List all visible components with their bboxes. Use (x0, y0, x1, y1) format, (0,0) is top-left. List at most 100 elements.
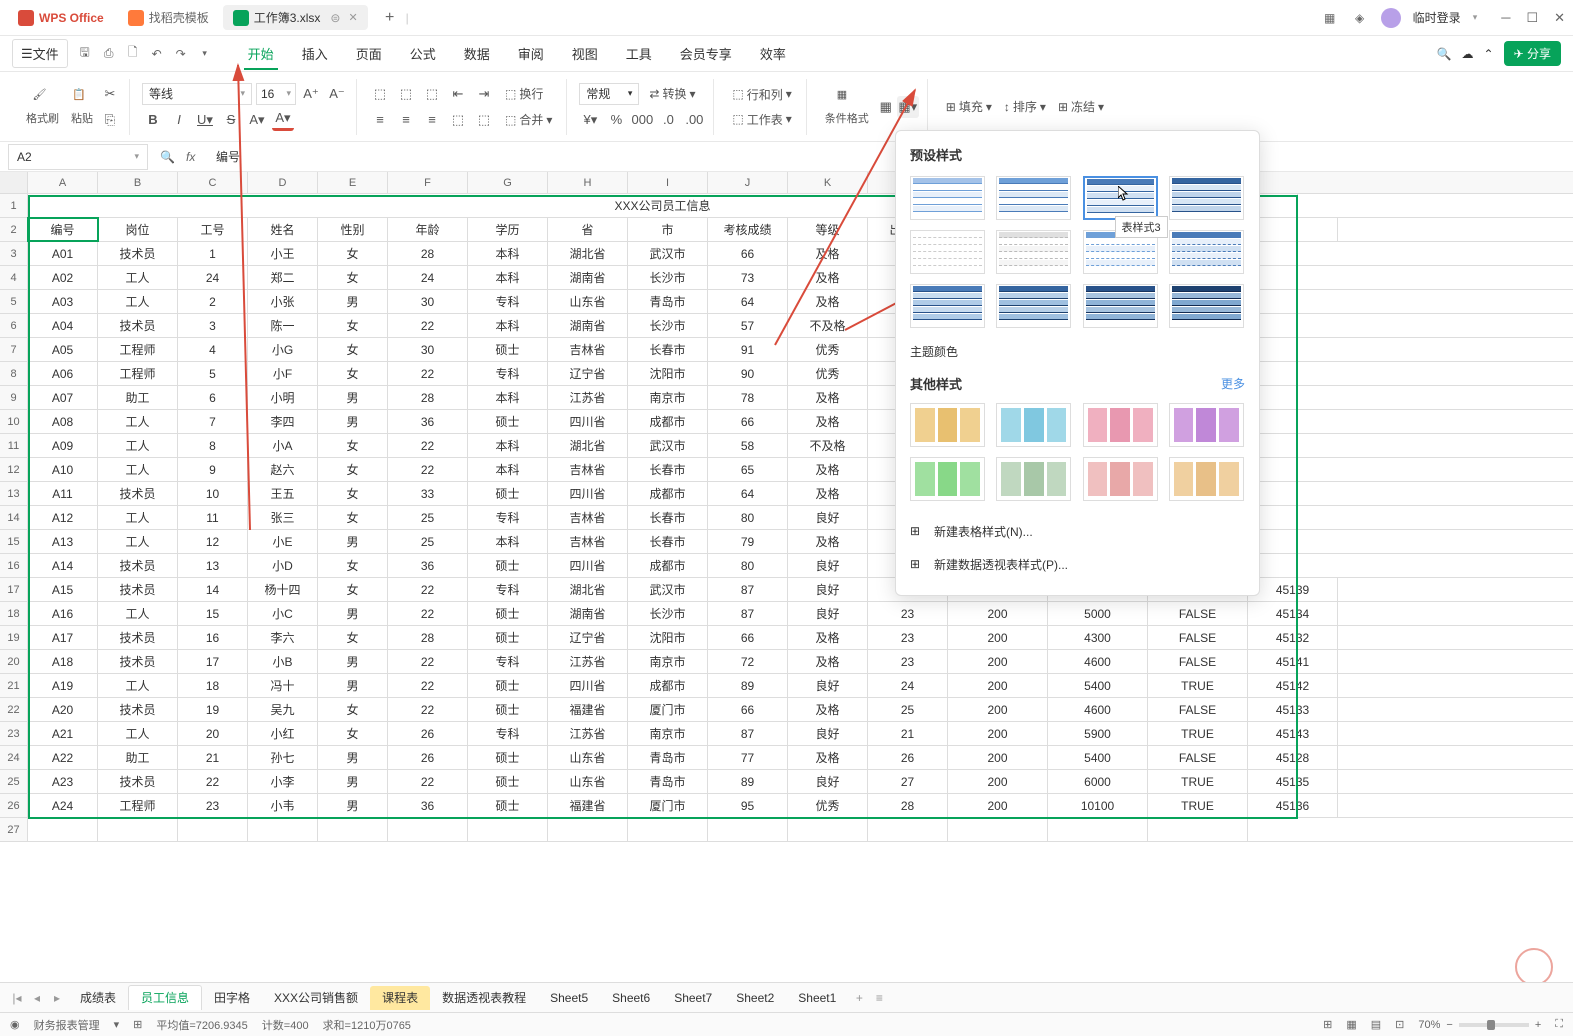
login-chevron-icon[interactable]: ▾ (1473, 12, 1478, 23)
cell[interactable]: 硕士 (468, 410, 548, 433)
cell[interactable]: 男 (318, 530, 388, 553)
cell[interactable]: FALSE (1148, 626, 1248, 649)
cell[interactable]: A08 (28, 410, 98, 433)
underline-button[interactable]: U▾ (194, 109, 216, 131)
cell[interactable]: 女 (318, 338, 388, 361)
cell[interactable]: 57 (708, 314, 788, 337)
cell[interactable]: 本科 (468, 458, 548, 481)
cell[interactable]: 77 (708, 746, 788, 769)
cell[interactable]: 不及格 (788, 314, 868, 337)
cell[interactable]: 省 (548, 218, 628, 241)
inc-decimal-icon[interactable]: .0 (657, 109, 679, 131)
cell[interactable]: 女 (318, 626, 388, 649)
cell[interactable]: 女 (318, 434, 388, 457)
table-style-preset-0[interactable] (910, 176, 985, 220)
cell[interactable]: 男 (318, 386, 388, 409)
row-header[interactable]: 23 (0, 722, 28, 745)
cell[interactable]: 湖南省 (548, 266, 628, 289)
cell[interactable]: 小明 (248, 386, 318, 409)
tab-wps-home[interactable]: WPS Office (8, 6, 114, 30)
cell[interactable] (868, 818, 948, 841)
cell[interactable]: 23 (868, 602, 948, 625)
cell[interactable]: 李六 (248, 626, 318, 649)
cell[interactable]: 硕士 (468, 770, 548, 793)
cell[interactable]: A14 (28, 554, 98, 577)
cell[interactable]: 小F (248, 362, 318, 385)
cell[interactable]: 21 (868, 722, 948, 745)
more-styles-link[interactable]: 更多 (1221, 375, 1245, 392)
cell[interactable]: A12 (28, 506, 98, 529)
table-style-preset-7[interactable] (1169, 230, 1244, 274)
cell[interactable]: 湖南省 (548, 314, 628, 337)
row-header[interactable]: 4 (0, 266, 28, 289)
cell[interactable]: 17 (178, 650, 248, 673)
cell[interactable]: 66 (708, 698, 788, 721)
cell[interactable]: 20 (178, 722, 248, 745)
cell[interactable]: 江苏省 (548, 650, 628, 673)
sort-button[interactable]: ↕ 排序▾ (998, 96, 1052, 117)
table-style-preset-8[interactable] (910, 284, 985, 328)
cell[interactable]: 7 (178, 410, 248, 433)
row-header[interactable]: 24 (0, 746, 28, 769)
cell[interactable]: 24 (388, 266, 468, 289)
row-header[interactable]: 17 (0, 578, 28, 601)
merge-button[interactable]: ⬚ 合并▾ (499, 109, 558, 130)
cell[interactable]: 男 (318, 746, 388, 769)
cell[interactable]: 65 (708, 458, 788, 481)
cell[interactable]: 市 (628, 218, 708, 241)
cell[interactable]: 87 (708, 722, 788, 745)
cell[interactable]: 23 (868, 650, 948, 673)
cell[interactable]: 66 (708, 626, 788, 649)
cell[interactable]: 福建省 (548, 794, 628, 817)
cell[interactable]: 及格 (788, 626, 868, 649)
cell[interactable] (1148, 818, 1248, 841)
col-header-H[interactable]: H (548, 172, 628, 193)
cell[interactable]: 200 (948, 626, 1048, 649)
sheet-tab[interactable]: 成绩表 (68, 986, 128, 1010)
cell[interactable]: 及格 (788, 290, 868, 313)
align-right-icon[interactable]: ≡ (421, 109, 443, 131)
print-preview-icon[interactable]: 🗋 (124, 45, 142, 63)
cell[interactable]: 25 (388, 530, 468, 553)
cell[interactable]: 5 (178, 362, 248, 385)
cell[interactable]: 6 (178, 386, 248, 409)
cell[interactable]: 22 (388, 674, 468, 697)
cell[interactable]: 87 (708, 578, 788, 601)
cell[interactable]: 工人 (98, 722, 178, 745)
cell[interactable]: 79 (708, 530, 788, 553)
cell[interactable] (548, 818, 628, 841)
cell[interactable]: 四川省 (548, 482, 628, 505)
cell[interactable]: 技术员 (98, 578, 178, 601)
cell[interactable]: 辽宁省 (548, 626, 628, 649)
cell[interactable]: 技术员 (98, 698, 178, 721)
cell[interactable]: 1 (178, 242, 248, 265)
cell[interactable]: 22 (178, 770, 248, 793)
col-header-G[interactable]: G (468, 172, 548, 193)
cell[interactable]: 硕士 (468, 674, 548, 697)
cell[interactable]: 30 (388, 338, 468, 361)
cell[interactable]: 21 (178, 746, 248, 769)
cell[interactable]: 12 (178, 530, 248, 553)
cell[interactable]: 28 (388, 626, 468, 649)
cell[interactable]: 22 (388, 650, 468, 673)
row-header[interactable]: 6 (0, 314, 28, 337)
fullscreen-icon[interactable]: ⛶ (1555, 1018, 1563, 1031)
freeze-button[interactable]: ⊞ 冻结▾ (1052, 96, 1110, 117)
col-header-C[interactable]: C (178, 172, 248, 193)
cell[interactable]: 26 (388, 746, 468, 769)
cell[interactable]: 33 (388, 482, 468, 505)
cell[interactable]: 辽宁省 (548, 362, 628, 385)
cell[interactable]: 女 (318, 266, 388, 289)
cell[interactable]: 2 (178, 290, 248, 313)
cell[interactable]: 80 (708, 554, 788, 577)
cell[interactable]: 13 (178, 554, 248, 577)
cell[interactable]: 本科 (468, 386, 548, 409)
cell[interactable]: 及格 (788, 530, 868, 553)
table-style-other-7[interactable] (1169, 457, 1244, 501)
cell[interactable]: 李四 (248, 410, 318, 433)
cell[interactable]: 良好 (788, 506, 868, 529)
cell[interactable]: 28 (868, 794, 948, 817)
cell[interactable]: 湖南省 (548, 602, 628, 625)
cell[interactable]: 姓名 (248, 218, 318, 241)
cell[interactable] (788, 818, 868, 841)
